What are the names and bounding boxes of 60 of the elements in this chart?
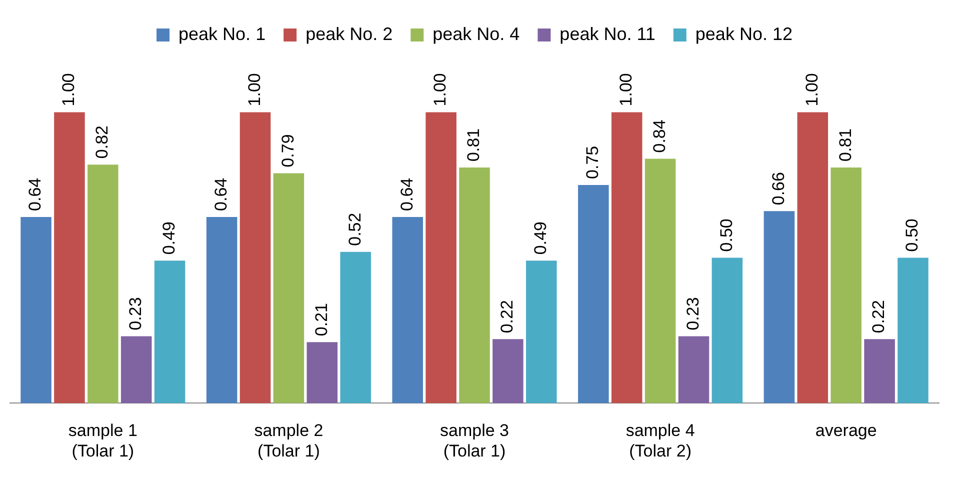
legend-label: peak No. 4: [432, 24, 520, 44]
bar: [712, 258, 743, 404]
data-label: 0.81: [836, 128, 855, 162]
bar: [340, 252, 371, 404]
data-label: 1.00: [616, 73, 636, 106]
data-label: 0.81: [464, 128, 484, 162]
legend-label: peak No. 1: [178, 24, 266, 44]
bar: [578, 184, 609, 404]
bar: [20, 216, 52, 404]
data-label: 0.64: [212, 178, 230, 211]
bar: [459, 167, 490, 404]
x-tick-label: sample 1 (Tolar 1): [68, 421, 138, 460]
data-label: 0.79: [278, 134, 298, 168]
data-label: 1.00: [430, 73, 450, 106]
x-tick-label: sample 4 (Tolar 2): [626, 421, 695, 460]
x-tick-label: sample 2 (Tolar 1): [254, 421, 324, 460]
bar: [678, 336, 710, 404]
data-label: 0.22: [498, 300, 517, 334]
bar: [644, 158, 676, 404]
data-label: 0.23: [683, 297, 702, 330]
data-label: 0.52: [345, 212, 364, 246]
x-tick-label: sample 3 (Tolar 1): [440, 421, 509, 460]
data-label: 0.49: [159, 222, 178, 255]
data-label: 0.66: [768, 172, 788, 206]
bar: [830, 167, 862, 404]
bar: [764, 211, 795, 404]
data-label: 0.22: [869, 300, 888, 334]
bar: [611, 112, 642, 404]
bar: [206, 216, 238, 404]
data-label: 1.00: [59, 73, 78, 106]
data-label: 0.49: [531, 222, 550, 255]
legend-label: peak No. 2: [306, 24, 393, 44]
data-label: 0.82: [92, 125, 112, 159]
bar: [154, 260, 186, 404]
bar: [240, 112, 271, 404]
x-tick-label: average: [815, 421, 877, 440]
bar: [426, 112, 456, 404]
data-label: 1.00: [244, 73, 264, 106]
bar: [88, 164, 118, 404]
legend-label: peak No. 12: [695, 24, 792, 44]
bar: [120, 336, 152, 404]
data-label: 0.50: [716, 218, 736, 252]
legend-label: peak No. 11: [560, 24, 656, 44]
data-label: 0.21: [312, 302, 331, 336]
bar: [306, 342, 338, 404]
bar: [526, 260, 557, 404]
data-label: 0.50: [902, 218, 922, 252]
data-label: 0.75: [583, 146, 602, 179]
data-label: 0.23: [126, 297, 146, 330]
bar: [54, 112, 85, 404]
data-label: 1.00: [802, 73, 822, 106]
bar: [898, 258, 928, 404]
data-label: 0.64: [397, 178, 416, 211]
bar: [797, 112, 828, 404]
data-label: 0.84: [650, 120, 669, 153]
data-label: 0.64: [26, 178, 45, 211]
bar: [273, 173, 304, 404]
bar: [492, 339, 524, 404]
bar: [864, 339, 895, 404]
bar: [392, 216, 423, 404]
